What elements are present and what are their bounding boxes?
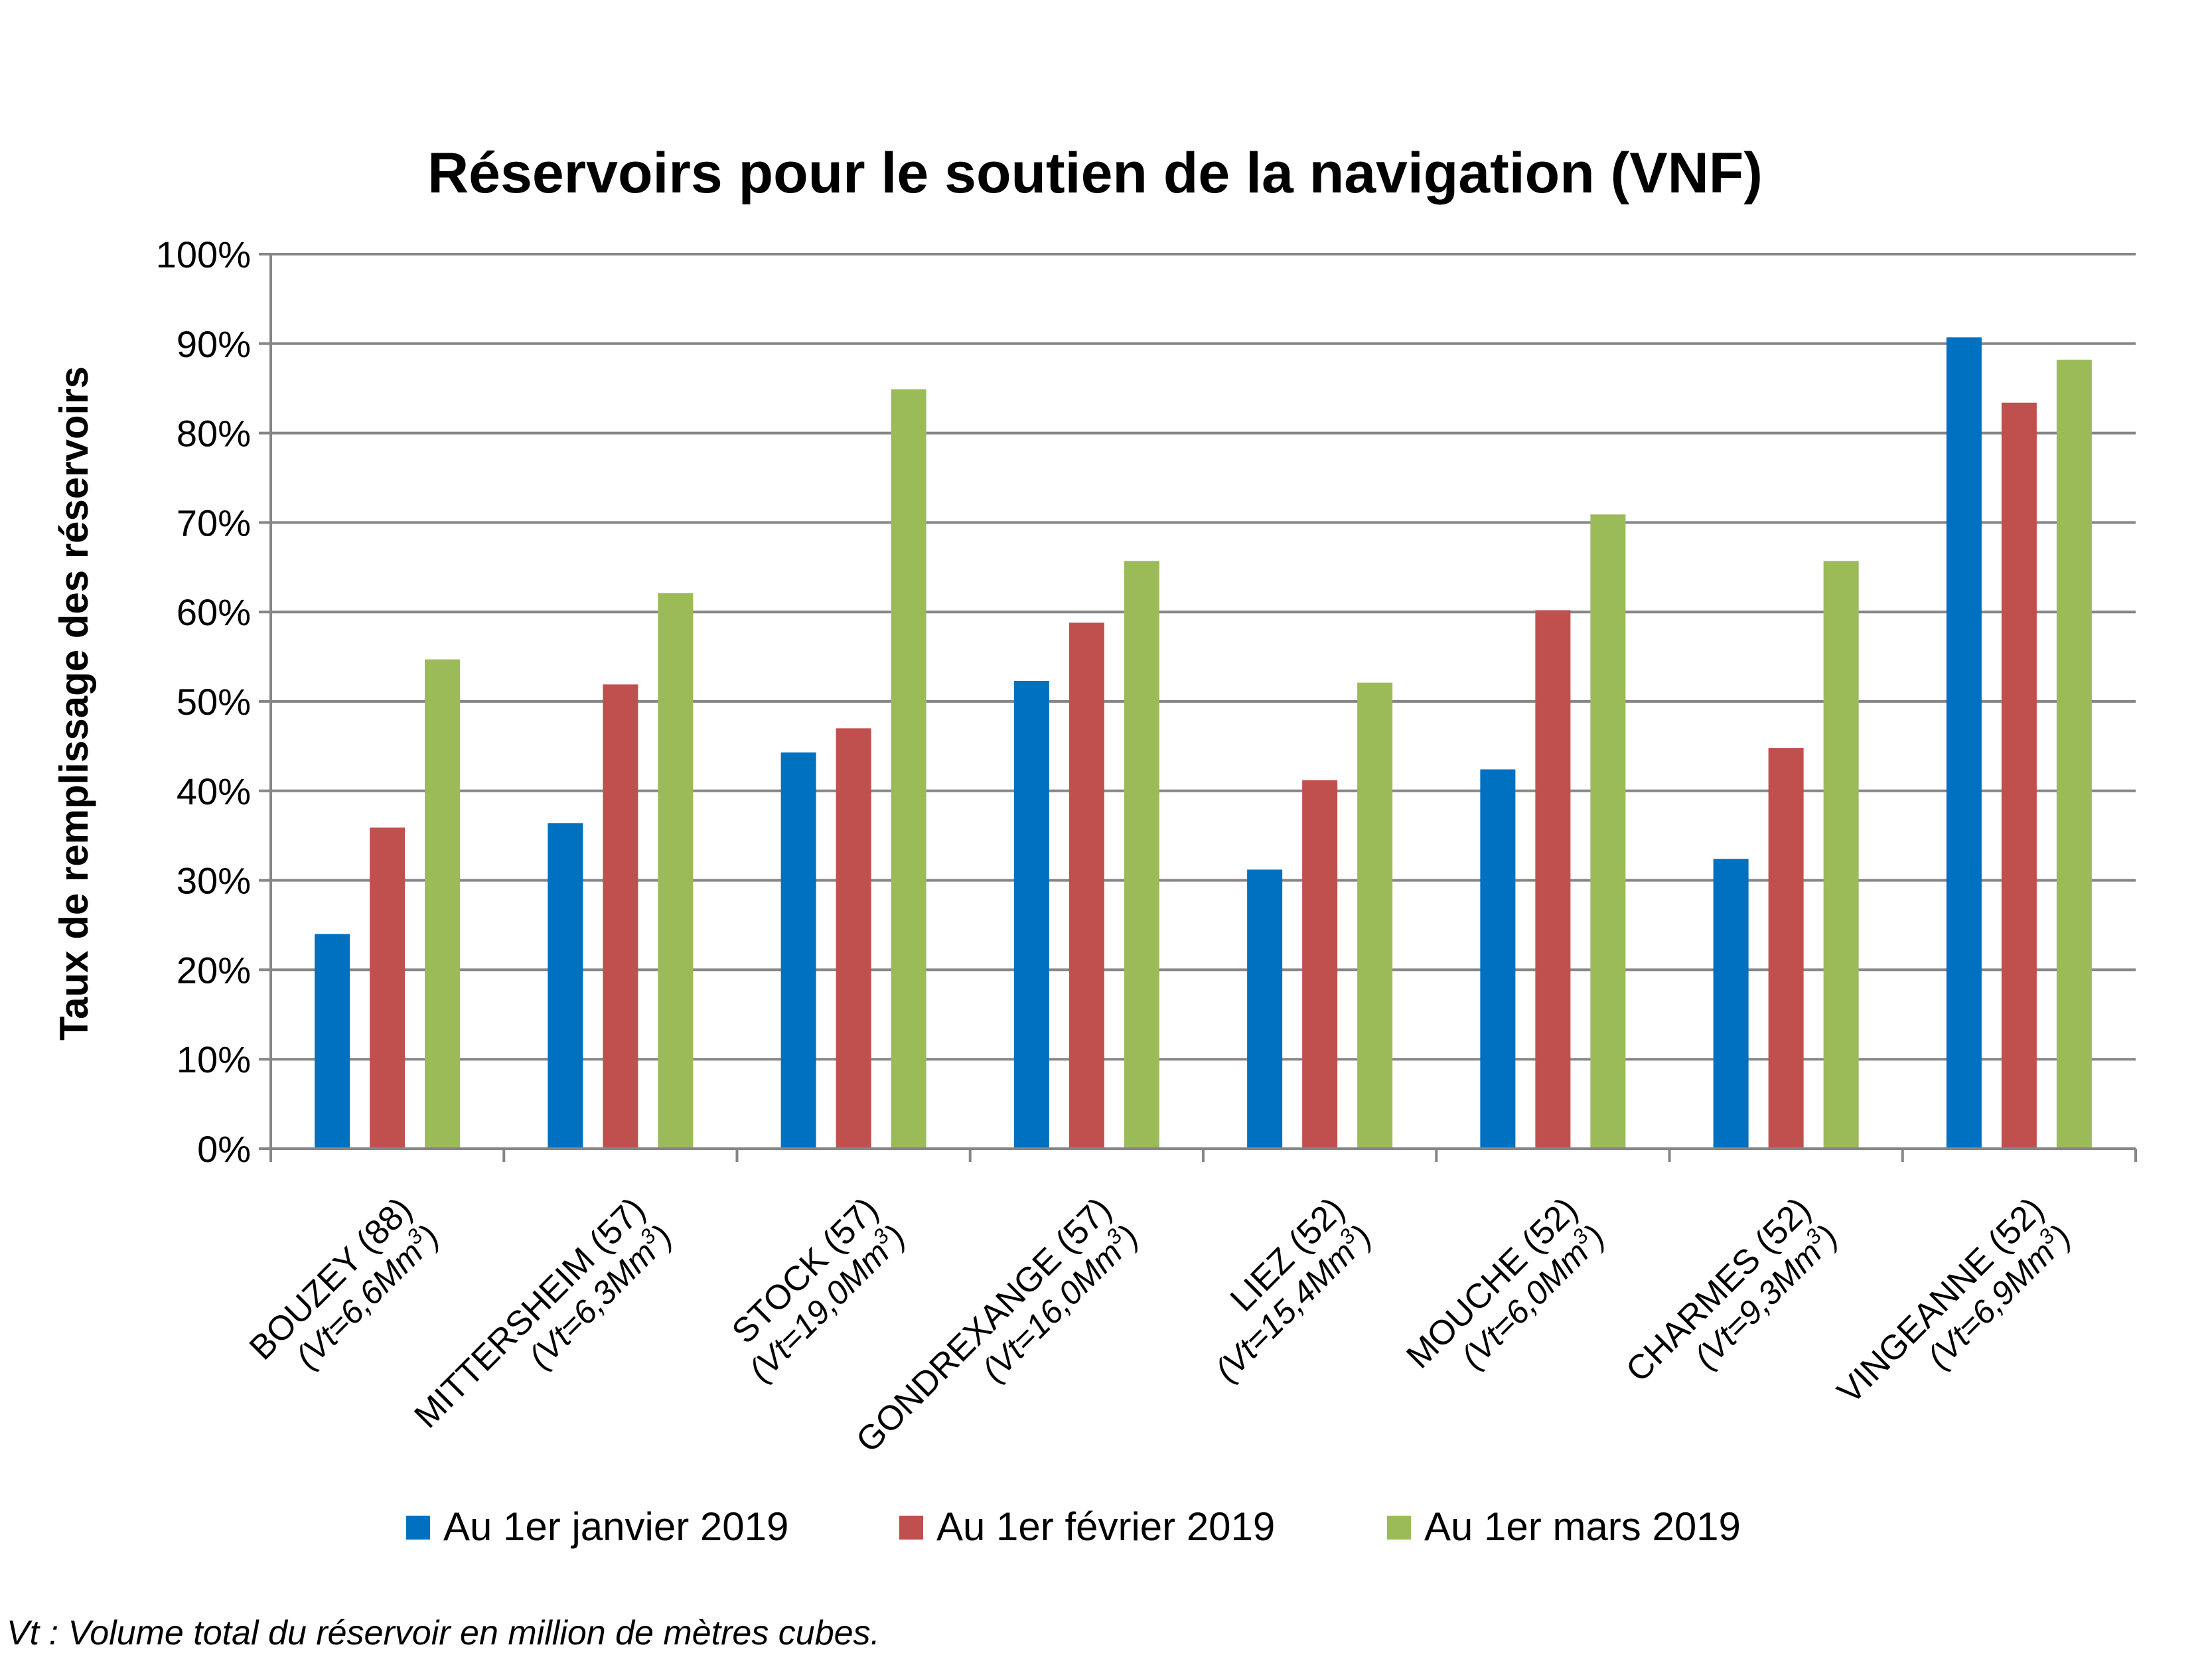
legend-swatch	[1387, 1516, 1411, 1540]
bar	[1768, 748, 1804, 1149]
bar	[1535, 610, 1571, 1149]
y-tick-label: 40%	[177, 770, 251, 812]
legend: Au 1er janvier 2019 Au 1er février 2019 Au…	[406, 1504, 1741, 1549]
y-tick-label: 90%	[177, 323, 251, 365]
bar	[1013, 680, 1049, 1149]
category-name: MITTERSHEIM (57)	[407, 1190, 652, 1435]
x-tick-label: MITTERSHEIM (57)(Vt=6,3Mm3)	[407, 1190, 679, 1435]
bars	[315, 337, 2092, 1149]
y-tick-label: 60%	[177, 591, 251, 633]
bar	[1480, 769, 1516, 1149]
legend-swatch	[406, 1516, 430, 1540]
footnote: Vt : Volume total du réservoir en millio…	[7, 1614, 880, 1652]
bar	[836, 728, 871, 1149]
bar	[1590, 514, 1626, 1149]
bar	[2001, 402, 2037, 1149]
y-tick-label: 80%	[177, 413, 251, 455]
bar	[315, 934, 350, 1149]
bar	[1247, 869, 1283, 1149]
y-tick-label: 70%	[177, 502, 251, 543]
y-tick-label: 20%	[177, 949, 251, 991]
legend-item: Au 1er février 2019	[899, 1504, 1275, 1549]
bar	[603, 684, 638, 1149]
bar	[1823, 561, 1859, 1149]
bar	[1124, 561, 1159, 1149]
bar	[658, 593, 694, 1149]
x-tick-label: STOCK (57)(Vt=19,0Mm3)	[725, 1190, 913, 1388]
y-tick-label: 30%	[177, 860, 251, 902]
legend-label: Au 1er février 2019	[936, 1504, 1275, 1549]
legend-label: Au 1er janvier 2019	[443, 1504, 788, 1549]
bar	[425, 659, 461, 1149]
bar	[1069, 622, 1104, 1149]
bar	[370, 828, 406, 1149]
x-tick-label: BOUZEY (88)(Vt=6,6Mm3)	[242, 1190, 446, 1376]
y-tick-label: 0%	[197, 1128, 251, 1170]
bar	[1713, 859, 1749, 1149]
y-tick-label: 50%	[177, 681, 251, 723]
y-axis-label: Taux de remplissage des réservoirs	[52, 366, 96, 1041]
bar	[891, 389, 926, 1149]
legend-item: Au 1er mars 2019	[1387, 1504, 1741, 1549]
bar	[2056, 360, 2092, 1149]
legend-item: Au 1er janvier 2019	[406, 1504, 788, 1549]
x-axis-labels: BOUZEY (88)(Vt=6,6Mm3)MITTERSHEIM (57)(V…	[242, 1190, 2079, 1460]
legend-label: Au 1er mars 2019	[1424, 1504, 1741, 1549]
chart-title: Réservoirs pour le soutien de la navigat…	[427, 141, 1763, 205]
bar	[780, 752, 816, 1149]
x-axis	[269, 254, 2137, 1162]
bar	[548, 823, 583, 1149]
bar	[1302, 780, 1338, 1149]
y-tick-label: 10%	[177, 1039, 251, 1080]
y-axis-ticks: 0% 10% 20% 30% 40% 50% 60% 70% 80% 90% 100%	[156, 234, 271, 1170]
bar	[1357, 682, 1393, 1149]
x-tick-label: LIEZ (52)(Vt=15,4Mm3)	[1208, 1190, 1379, 1388]
x-tick-label: CHARMES (52)(Vt=9,3Mm3)	[1619, 1190, 1845, 1389]
legend-swatch	[899, 1516, 923, 1540]
x-tick-label: MOUCHE (52)(Vt=6,0Mm3)	[1399, 1190, 1611, 1376]
x-tick-label: VINGEANNE (52)(Vt=6,9Mm3)	[1830, 1190, 2079, 1411]
y-tick-label: 100%	[156, 234, 251, 275]
bar	[1946, 337, 1982, 1149]
